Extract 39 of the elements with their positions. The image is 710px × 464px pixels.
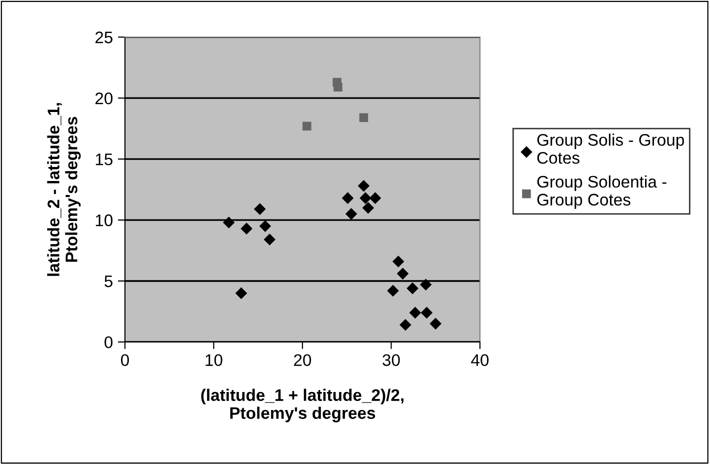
point: [359, 113, 368, 122]
point: [420, 306, 433, 319]
point: [222, 216, 235, 228]
point: [358, 180, 370, 192]
point: [342, 192, 354, 204]
point: [369, 192, 382, 204]
x-tick-label: 30: [382, 354, 400, 366]
y-tick-label: 25: [95, 32, 112, 44]
point: [362, 202, 374, 214]
y-tick-label: 20: [95, 92, 113, 104]
x-tick-label: 20: [294, 354, 312, 366]
x-tick-label: 0: [120, 354, 129, 366]
point: [334, 82, 342, 92]
point: [240, 222, 252, 234]
point: [400, 319, 412, 331]
legend-label: Group Soloentia - Group Cotes: [537, 175, 666, 209]
y-tick-label: 0: [104, 336, 113, 348]
point: [235, 287, 248, 300]
point: [392, 256, 404, 268]
x-tick-label: 10: [206, 354, 222, 366]
x-tick-label: 40: [471, 354, 489, 366]
point: [420, 278, 432, 291]
y-tick-label: 5: [104, 276, 112, 288]
point: [302, 122, 312, 131]
point: [345, 208, 358, 220]
point: [387, 284, 399, 297]
point: [406, 282, 418, 294]
y-tick-label: 10: [96, 214, 113, 226]
point: [360, 192, 372, 204]
point: [409, 306, 422, 319]
point: [430, 318, 442, 330]
point: [259, 220, 272, 232]
point: [254, 203, 266, 215]
point: [396, 268, 409, 280]
x-axis-title: (latitude_1 + latitude_2)/2, Ptolemy's degrees: [201, 388, 404, 422]
y-axis-title: latitude_2 - latitude_1, Ptolemy's degrees: [47, 103, 81, 276]
y-tick-label: 15: [96, 154, 112, 166]
legend-label: Group Solis - Group Cotes: [537, 134, 684, 164]
point: [264, 234, 276, 246]
